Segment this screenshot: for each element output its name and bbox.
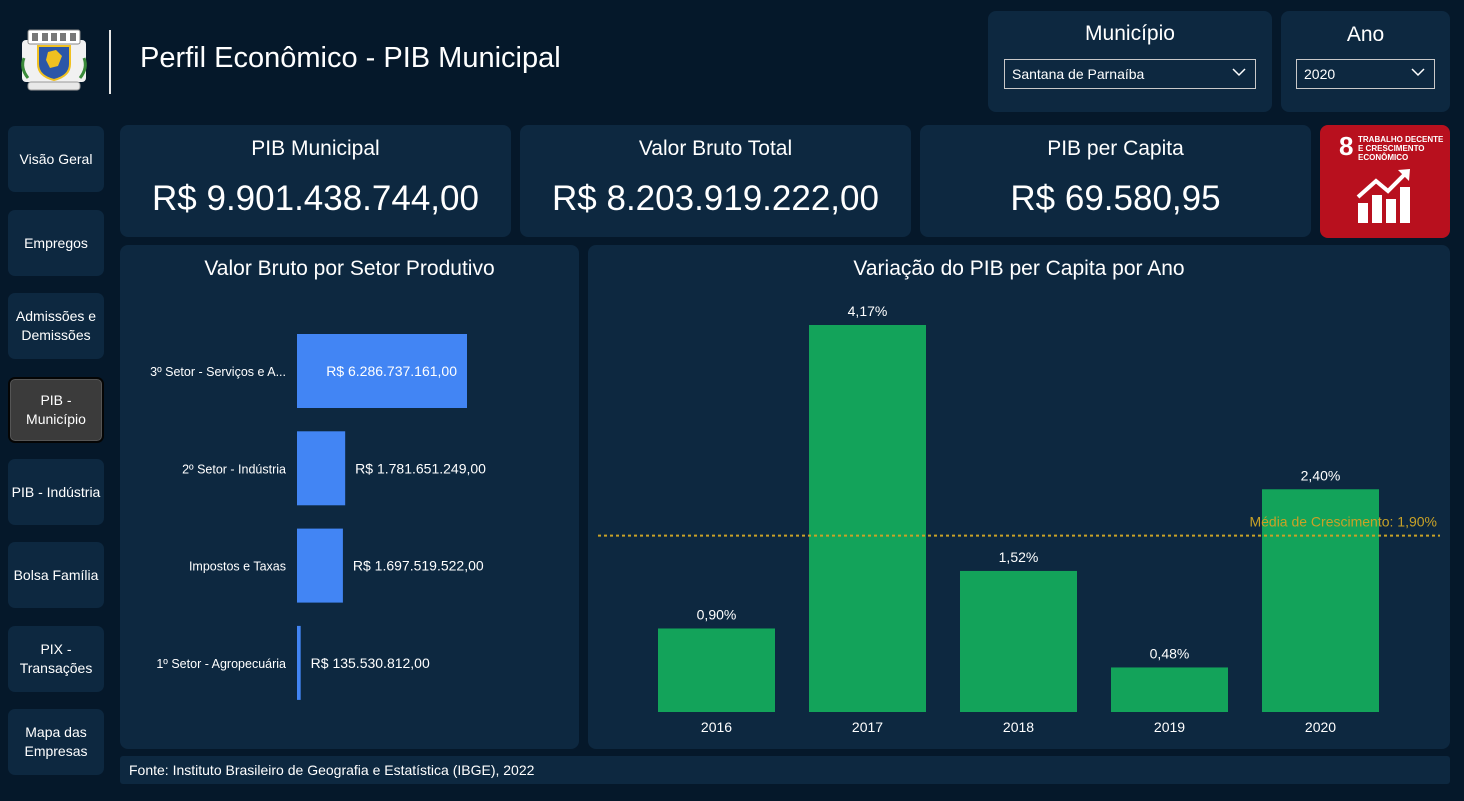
kpi-card-pib-municipal: PIB Municipal R$ 9.901.438.744,00 [120, 125, 511, 237]
ano-dropdown-value: 2020 [1304, 66, 1336, 82]
sdg-title-line: ECONÔMICO [1358, 153, 1409, 162]
variacao-pib-bar-chart: 0,90% 2016 4,17% 2017 1,52% 2018 0,48% 2019 2,40… [598, 303, 1440, 735]
kpi-label: PIB Municipal [251, 137, 380, 160]
source-footer: Fonte: Instituto Brasileiro de Geografia… [120, 756, 1450, 784]
sdg-number: 8 [1339, 131, 1354, 161]
bar [297, 334, 467, 408]
nav-bolsa-familia[interactable]: Bolsa Família [8, 542, 104, 608]
data-label: 0,90% [697, 606, 737, 622]
valor-bruto-chart-panel: Valor Bruto por Setor Produtivo 3º Setor… [120, 245, 579, 749]
ano-filter-title: Ano [1346, 23, 1385, 46]
municipal-coat-of-arms-logo [21, 29, 87, 91]
x-tick-label: 2016 [701, 719, 732, 735]
growth-chart-icon [1356, 169, 1410, 223]
data-label: 2,40% [1301, 467, 1341, 483]
kpi-label: Valor Bruto Total [638, 137, 793, 160]
bar [658, 628, 775, 712]
category-label: 2º Setor - Indústria [182, 462, 286, 476]
bar [297, 431, 346, 506]
municipio-dropdown-value: Santana de Parnaíba [1012, 66, 1145, 82]
chevron-down-icon [1232, 68, 1246, 77]
data-label: 0,48% [1150, 645, 1190, 661]
nav-pib-industria[interactable]: PIB - Indústria [8, 459, 104, 525]
chevron-down-icon [1411, 68, 1425, 77]
data-label: R$ 1.697.519.522,00 [353, 558, 484, 574]
municipio-filter-title: Município [1085, 22, 1175, 45]
data-label: R$ 1.781.651.249,00 [355, 460, 486, 476]
x-tick-label: 2019 [1154, 719, 1185, 735]
bar [297, 625, 301, 700]
x-tick-label: 2017 [852, 719, 883, 735]
sdg-8-badge: 8 TRABALHO DECENTE E CRESCIMENTO ECONÔMI… [1320, 125, 1450, 238]
nav-label: Visão Geral [19, 150, 93, 167]
nav-label: PIB - Município [26, 392, 86, 427]
ano-filter-card: Ano 2020 [1281, 11, 1450, 112]
nav-label: PIX - Transações [19, 641, 93, 676]
category-label: 1º Setor - Agropecuária [156, 657, 286, 671]
nav-pix-transacoes[interactable]: PIX - Transações [8, 626, 104, 692]
kpi-card-pib-per-capita: PIB per Capita R$ 69.580,95 [920, 125, 1311, 237]
kpi-value: R$ 9.901.438.744,00 [152, 179, 479, 218]
kpi-value: R$ 8.203.919.222,00 [552, 179, 879, 218]
header-divider [109, 30, 111, 94]
data-label: 1,52% [999, 549, 1039, 565]
nav-label: Admissões e Demissões [15, 308, 97, 343]
sdg-title-line: E CRESCIMENTO [1358, 144, 1425, 153]
data-label: R$ 135.530.812,00 [311, 655, 430, 671]
nav-label: PIB - Indústria [11, 483, 101, 500]
sdg-title-line: TRABALHO DECENTE [1358, 135, 1444, 144]
nav-visao-geral[interactable]: Visão Geral [8, 126, 104, 192]
nav-admissoes-demissoes[interactable]: Admissões e Demissões [8, 293, 104, 359]
category-label: 3º Setor - Serviços e A... [150, 365, 286, 379]
x-tick-label: 2020 [1305, 719, 1336, 735]
bar [960, 570, 1077, 712]
nav-pib-municipio[interactable]: PIB - Município [8, 377, 104, 443]
chart-title: Variação do PIB per Capita por Ano [853, 257, 1185, 280]
nav-label: Bolsa Família [13, 566, 99, 583]
nav-mapa-empresas[interactable]: Mapa das Empresas [8, 709, 104, 775]
chart-title: Valor Bruto por Setor Produtivo [204, 257, 495, 280]
bar [1111, 667, 1228, 712]
valor-bruto-bar-chart: 3º Setor - Serviços e A... R$ 6.286.737.1… [150, 334, 486, 700]
average-reference-label: Média de Crescimento: 1,90% [1249, 514, 1437, 530]
data-label: R$ 6.286.737.161,00 [326, 363, 457, 379]
bar [1262, 489, 1379, 712]
bar [809, 325, 926, 712]
nav-label: Empregos [24, 234, 88, 251]
x-tick-label: 2018 [1003, 719, 1034, 735]
data-label: 4,17% [848, 303, 888, 319]
sdg-title: TRABALHO DECENTE E CRESCIMENTO ECONÔMICO [1358, 135, 1443, 162]
kpi-label: PIB per Capita [1047, 137, 1184, 160]
municipio-filter-card: Município Santana de Parnaíba [988, 11, 1272, 112]
variacao-pib-chart-panel: Variação do PIB per Capita por Ano 0,90%… [588, 245, 1450, 749]
page-title: Perfil Econômico - PIB Municipal [140, 42, 561, 74]
category-label: Impostos e Taxas [189, 560, 286, 574]
kpi-value: R$ 69.580,95 [1010, 179, 1221, 218]
nav-label: Mapa das Empresas [24, 724, 88, 759]
kpi-card-valor-bruto-total: Valor Bruto Total R$ 8.203.919.222,00 [520, 125, 911, 237]
municipio-dropdown[interactable]: Santana de Parnaíba [1004, 59, 1256, 89]
nav-empregos[interactable]: Empregos [8, 210, 104, 276]
ano-dropdown[interactable]: 2020 [1296, 59, 1435, 89]
bar [297, 528, 343, 603]
